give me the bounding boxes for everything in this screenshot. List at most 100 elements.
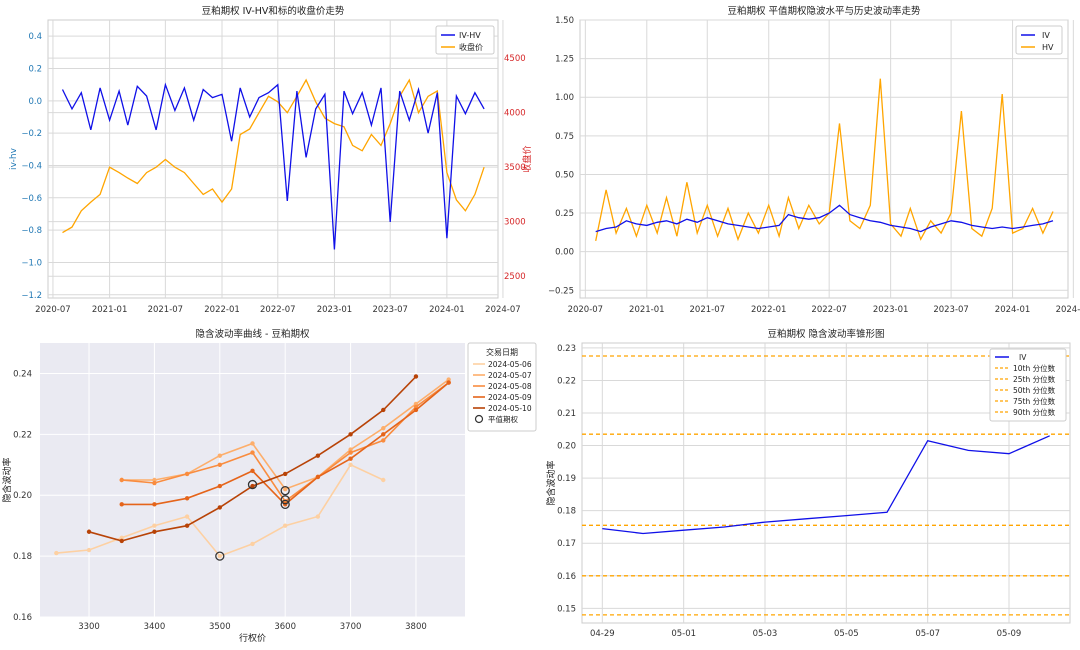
series-point-2024-05-10 [86,529,92,534]
series-point-2024-05-10 [184,523,190,528]
legend-label-2024-05-08: 2024-05-08 [488,382,532,391]
series-point-2024-05-09 [152,502,157,507]
x-axis-label: 行权价 [239,632,266,644]
y2-tick-label: 3500 [504,163,526,173]
series-line-close [62,78,485,234]
y-axis-label: iv-hv [9,147,19,170]
series-point-2024-05-06 [184,514,190,519]
x-tick-label: 2024-01 [429,305,465,315]
series-point-2024-05-08 [348,450,353,455]
series-point-2024-05-10 [282,471,288,477]
legend-title: 交易日期 [486,347,518,357]
series-point-2024-05-07 [282,486,288,492]
series-point-2024-05-06 [86,547,92,553]
series-point-2024-05-06 [152,523,157,528]
y-tick-label: 0.17 [557,539,576,549]
chart-iv-hv-close: 2020-07 2021-01 2021-07 2022-01 2022-07 2023-… [0,0,540,323]
y-tick-label: −0.25 [548,286,574,296]
y-tick-label: 0.50 [555,170,574,180]
y2-axis-label: 收盘价 [521,145,533,172]
x-tick-label: 05-01 [671,629,696,639]
chart-vol-smile: 3300 3400 3500 3600 3700 3800 0.16 0.18 0.20 0.22… [0,323,540,646]
series-point-2024-05-08 [119,477,124,483]
y-tick-label: 0.16 [557,572,576,582]
series-point-2024-05-07 [152,477,157,483]
series-point-2024-05-06 [119,535,124,541]
x-tick-label: 3700 [340,622,362,632]
atm-marker [280,486,290,496]
x-tick-label: 05-03 [753,629,778,639]
series-point-2024-05-10 [119,538,124,544]
series-point-2024-05-07 [446,377,451,382]
series-point-2024-05-08 [250,450,255,455]
legend-label-hv: HV [1042,43,1054,52]
legend-label-2024-05-07: 2024-05-07 [488,371,532,380]
legend-label-close: 收盘价 [459,42,483,52]
y-tick-label: 0.21 [557,409,576,419]
y2-tick-label: 4000 [504,109,526,119]
legend-box [467,342,537,432]
legend-label-atm: 平值期权 [488,414,518,424]
series-line-iv [595,204,1054,233]
series-point-2024-05-09 [381,432,386,437]
series-line-iv-hv [61,82,485,250]
series-line-iv [602,435,1050,535]
x-tick-label: 2022-07 [811,305,847,315]
atm-marker [215,551,225,561]
series-point-2024-05-06 [381,477,386,483]
y-tick-label: 1.00 [555,93,574,103]
x-tick-label: 3300 [78,622,100,632]
x-tick-label: 2024-01 [995,305,1031,315]
y-tick-label: 0.75 [555,132,574,142]
y-tick-label: 0.0 [28,97,42,107]
x-tick-label: 2021-01 [92,305,128,315]
x-tick-label: 05-09 [997,629,1022,639]
chart-title: 隐含波动率曲线 - 豆粕期权 [196,328,310,340]
series-point-2024-05-08 [217,462,223,467]
atm-marker [280,495,290,505]
y-tick-label: −0.2 [21,129,42,139]
series-point-2024-05-09 [348,456,353,461]
x-tick-label: 3800 [405,622,427,632]
y-tick-label: −0.8 [21,226,42,236]
y-tick-label: 0.18 [13,552,32,562]
chart-vol-cone: 04-29 05-01 05-03 05-05 05-07 05-09 0.15 0.16 0.… [540,323,1080,646]
series-point-2024-05-09 [446,380,451,385]
series-point-2024-05-06 [217,553,223,559]
series-point-2024-05-09 [184,496,190,501]
chart-title: 豆粕期权 IV-HV和标的收盘价走势 [202,5,345,17]
x-tick-label: 3600 [274,622,296,632]
chart-atm-iv-hv-svg: 2020-07 2021-01 2021-07 2022-01 2022-07 2023-… [548,5,1080,315]
x-tick-label: 2021-07 [148,305,184,315]
x-tick-label: 2022-01 [204,305,240,315]
series-line-hv [595,78,1054,242]
chart-vol-smile-svg: 3300 3400 3500 3600 3700 3800 0.16 0.18 0.20 0.22… [1,328,537,644]
series-point-2024-05-10 [348,432,353,437]
series-point-2024-05-09 [119,502,124,507]
y-axis-label: 隐含波动率 [1,457,13,502]
x-tick-label: 2021-07 [690,305,726,315]
x-tick-label: 2024-07 [1056,305,1080,315]
x-tick-label: 05-05 [834,629,859,639]
atm-marker [247,479,258,490]
series-point-2024-05-10 [315,453,321,458]
series-point-2024-05-07 [348,447,353,452]
series-point-2024-05-08 [152,480,157,486]
legend-label-percentile: 50th 分位数 [1013,385,1056,395]
x-tick-label: 2023-07 [933,305,969,315]
y2-tick-label: 2500 [504,272,526,282]
legend-box [989,348,1067,422]
legend-label-percentile: 90th 分位数 [1013,407,1056,417]
x-tick-label: 04-29 [590,629,615,639]
series-point-2024-05-06 [348,462,353,467]
legend-label-2024-05-09: 2024-05-09 [488,393,532,402]
x-tick-label: 2024-07 [485,305,521,315]
series-point-2024-05-10 [250,483,255,489]
y-axis-label: 隐含波动率 [545,460,557,505]
legend-box [1015,25,1063,55]
y-tick-label: −0.4 [21,161,42,171]
y-tick-label: 0.18 [557,507,576,517]
series-point-2024-05-07 [413,401,419,407]
y-tick-label: 0.4 [28,32,42,42]
y-tick-label: 1.25 [555,55,574,65]
